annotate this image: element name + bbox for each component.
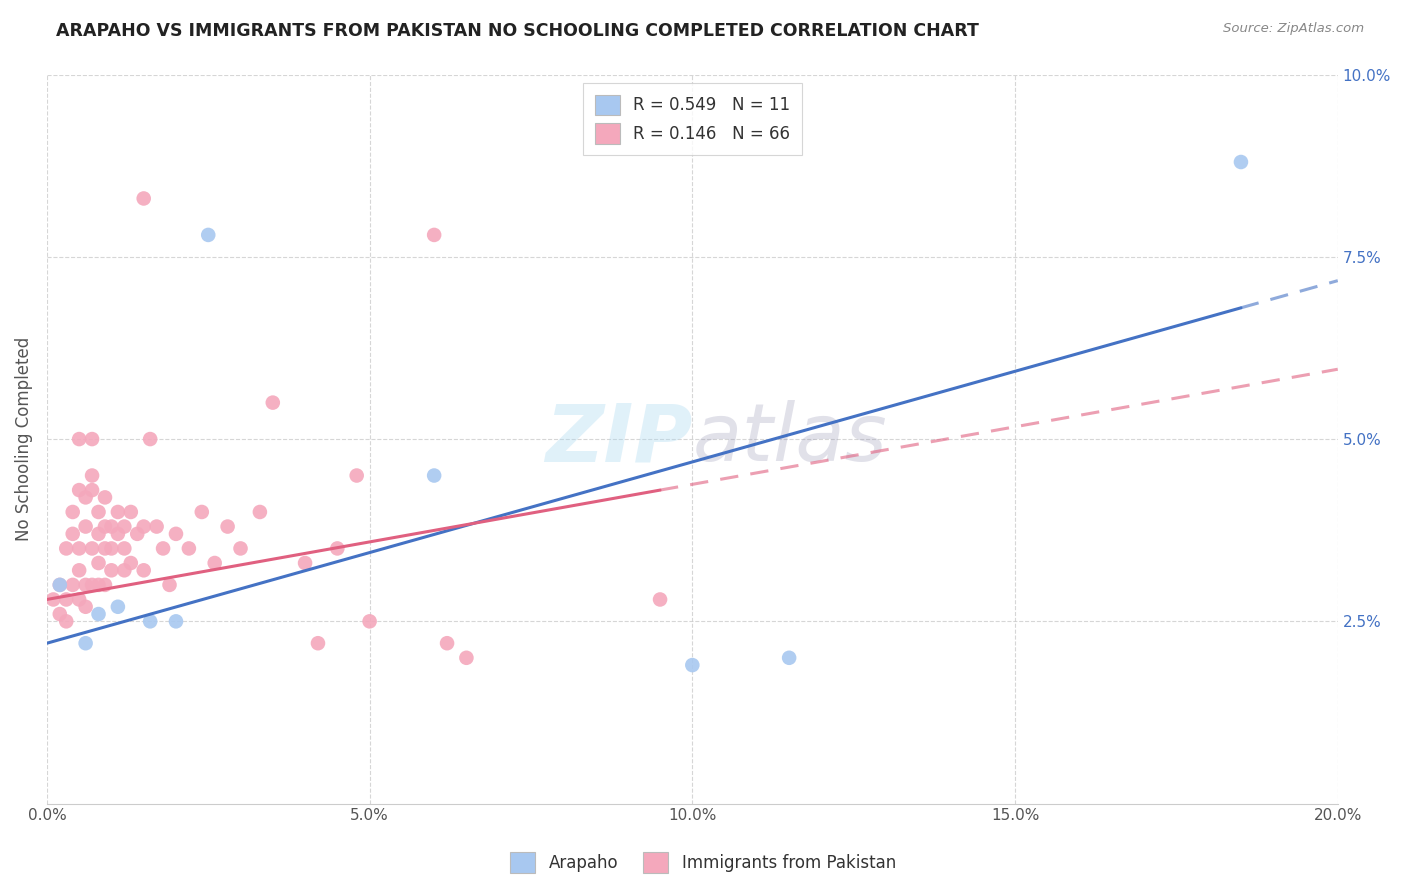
- Point: [346, 468, 368, 483]
- Text: ZIP: ZIP: [546, 401, 692, 478]
- Point: [100, 563, 122, 577]
- Point: [100, 519, 122, 533]
- Point: [456, 650, 478, 665]
- Point: [165, 526, 187, 541]
- Point: [87, 526, 110, 541]
- Point: [423, 227, 446, 242]
- Point: [132, 563, 155, 577]
- Point: [49, 578, 72, 592]
- Point: [359, 615, 381, 629]
- Text: Source: ZipAtlas.com: Source: ZipAtlas.com: [1223, 22, 1364, 36]
- Point: [80, 483, 103, 497]
- Point: [294, 556, 316, 570]
- Point: [139, 615, 162, 629]
- Point: [112, 519, 135, 533]
- Point: [159, 578, 181, 592]
- Point: [262, 395, 284, 409]
- Point: [139, 432, 162, 446]
- Point: [62, 578, 84, 592]
- Point: [778, 650, 800, 665]
- Point: [87, 556, 110, 570]
- Point: [120, 556, 142, 570]
- Point: [132, 519, 155, 533]
- Point: [55, 541, 77, 556]
- Legend: Arapaho, Immigrants from Pakistan: Arapaho, Immigrants from Pakistan: [503, 846, 903, 880]
- Point: [423, 468, 446, 483]
- Point: [67, 483, 90, 497]
- Point: [165, 615, 187, 629]
- Point: [249, 505, 271, 519]
- Point: [177, 541, 200, 556]
- Y-axis label: No Schooling Completed: No Schooling Completed: [15, 337, 32, 541]
- Point: [87, 578, 110, 592]
- Point: [94, 491, 117, 505]
- Point: [152, 541, 174, 556]
- Point: [75, 636, 97, 650]
- Point: [681, 658, 703, 673]
- Point: [94, 519, 117, 533]
- Point: [42, 592, 65, 607]
- Point: [100, 541, 122, 556]
- Point: [229, 541, 252, 556]
- Point: [648, 592, 671, 607]
- Legend: R = 0.549   N = 11, R = 0.146   N = 66: R = 0.549 N = 11, R = 0.146 N = 66: [583, 83, 801, 155]
- Point: [67, 592, 90, 607]
- Point: [49, 607, 72, 621]
- Point: [145, 519, 167, 533]
- Point: [204, 556, 226, 570]
- Point: [75, 578, 97, 592]
- Point: [67, 541, 90, 556]
- Point: [49, 578, 72, 592]
- Point: [191, 505, 214, 519]
- Point: [120, 505, 142, 519]
- Point: [112, 541, 135, 556]
- Point: [112, 563, 135, 577]
- Point: [87, 505, 110, 519]
- Point: [80, 432, 103, 446]
- Point: [55, 592, 77, 607]
- Point: [326, 541, 349, 556]
- Point: [107, 599, 129, 614]
- Point: [307, 636, 329, 650]
- Point: [1230, 155, 1253, 169]
- Point: [217, 519, 239, 533]
- Text: ARAPAHO VS IMMIGRANTS FROM PAKISTAN NO SCHOOLING COMPLETED CORRELATION CHART: ARAPAHO VS IMMIGRANTS FROM PAKISTAN NO S…: [56, 22, 979, 40]
- Point: [75, 519, 97, 533]
- Point: [75, 491, 97, 505]
- Point: [62, 505, 84, 519]
- Point: [197, 227, 219, 242]
- Point: [94, 578, 117, 592]
- Point: [107, 526, 129, 541]
- Point: [107, 505, 129, 519]
- Text: atlas: atlas: [692, 401, 887, 478]
- Point: [436, 636, 458, 650]
- Point: [87, 607, 110, 621]
- Point: [132, 191, 155, 205]
- Point: [67, 432, 90, 446]
- Point: [62, 526, 84, 541]
- Point: [94, 541, 117, 556]
- Point: [80, 578, 103, 592]
- Point: [127, 526, 149, 541]
- Point: [80, 468, 103, 483]
- Point: [75, 599, 97, 614]
- Point: [55, 615, 77, 629]
- Point: [67, 563, 90, 577]
- Point: [80, 541, 103, 556]
